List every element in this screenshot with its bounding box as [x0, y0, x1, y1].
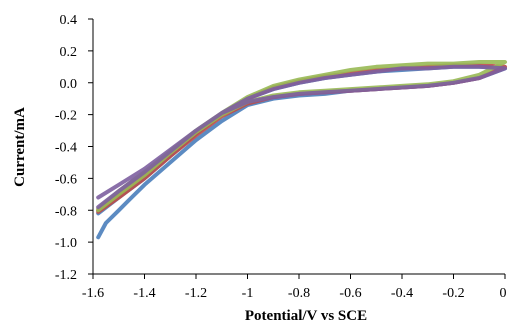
- tick-labels-group: -1.6 -1.4 -1.2 -1 -0.8 -0.6 -0.4 -0.2 0 0.4 0.2 0.0…: [55, 13, 507, 301]
- x-tick-label: 0: [500, 286, 507, 301]
- y-tick-label: -1.0: [55, 236, 77, 251]
- x-tick-label: -0.2: [442, 286, 464, 301]
- y-tick-label: 0.4: [60, 13, 78, 28]
- x-tick-label: -1: [242, 286, 254, 301]
- axes-group: [88, 18, 506, 279]
- x-tick-label: -0.6: [339, 286, 361, 301]
- y-tick-label: -0.4: [55, 141, 77, 156]
- y-tick-label: -0.2: [55, 109, 77, 124]
- x-tick-label: -1.4: [133, 286, 155, 301]
- x-axis-title: Potential/V vs SCE: [245, 308, 367, 324]
- plot-series-group: [96, 60, 507, 240]
- x-tick-label: -1.6: [82, 286, 104, 301]
- y-axis-title: Current/mA: [12, 107, 28, 187]
- y-tick-label: -0.8: [55, 204, 77, 219]
- y-tick-label: 0.2: [60, 45, 78, 60]
- y-tick-label: 0.0: [60, 77, 78, 92]
- y-tick-label: -1.2: [55, 268, 77, 283]
- y-tick-label: -0.6: [55, 172, 77, 187]
- series-line-2: [96, 63, 507, 214]
- x-tick-label: -0.8: [288, 286, 310, 301]
- x-tick-label: -1.2: [185, 286, 207, 301]
- x-tick-label: -0.4: [391, 286, 413, 301]
- series-line-4: [96, 64, 507, 210]
